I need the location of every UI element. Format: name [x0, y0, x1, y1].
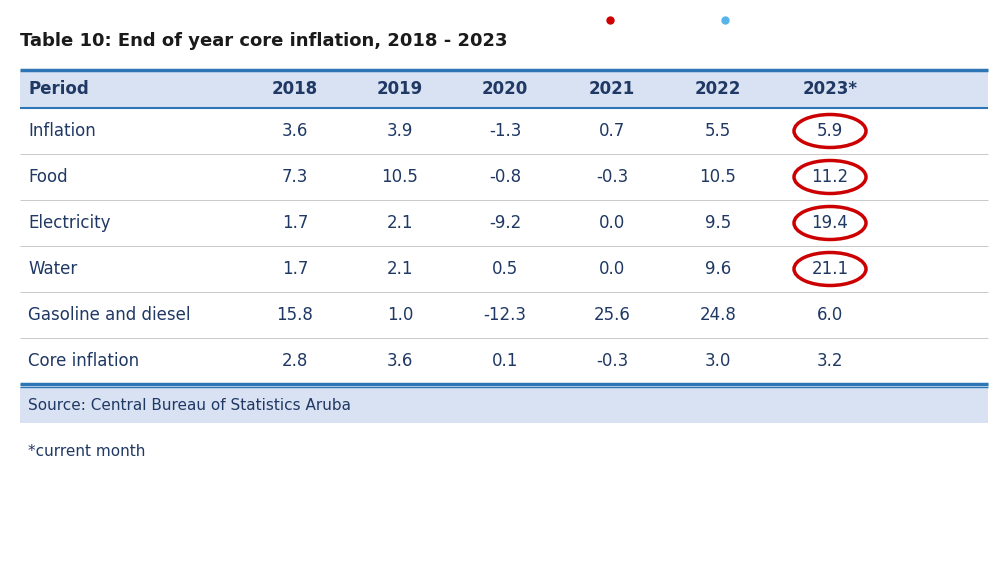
Text: 10.5: 10.5 [382, 168, 418, 186]
Text: 2.1: 2.1 [387, 260, 413, 278]
Text: Inflation: Inflation [28, 122, 96, 140]
FancyBboxPatch shape [20, 70, 988, 108]
Text: 0.5: 0.5 [492, 260, 518, 278]
Text: 21.1: 21.1 [811, 260, 849, 278]
Text: 1.7: 1.7 [282, 260, 308, 278]
Text: 0.0: 0.0 [599, 214, 625, 232]
Text: 0.0: 0.0 [599, 260, 625, 278]
Text: 9.6: 9.6 [705, 260, 731, 278]
Text: 3.9: 3.9 [387, 122, 413, 140]
Text: Food: Food [28, 168, 68, 186]
Text: 1.0: 1.0 [387, 306, 413, 324]
Text: Core inflation: Core inflation [28, 352, 139, 370]
Text: Period: Period [28, 80, 89, 98]
Text: 2023*: 2023* [802, 80, 858, 98]
Text: 5.5: 5.5 [705, 122, 731, 140]
Text: 2021: 2021 [589, 80, 635, 98]
Text: 3.6: 3.6 [387, 352, 413, 370]
Text: 25.6: 25.6 [594, 306, 630, 324]
Text: 11.2: 11.2 [811, 168, 849, 186]
Text: 2.1: 2.1 [387, 214, 413, 232]
Text: *current month: *current month [28, 443, 145, 458]
Text: Gasoline and diesel: Gasoline and diesel [28, 306, 191, 324]
Text: 6.0: 6.0 [816, 306, 843, 324]
Text: 3.0: 3.0 [705, 352, 731, 370]
Text: 2.8: 2.8 [282, 352, 308, 370]
Text: 10.5: 10.5 [700, 168, 737, 186]
Text: Table 10: End of year core inflation, 2018 - 2023: Table 10: End of year core inflation, 20… [20, 32, 507, 50]
Text: 3.6: 3.6 [282, 122, 308, 140]
Text: -12.3: -12.3 [484, 306, 526, 324]
FancyBboxPatch shape [20, 387, 988, 423]
Text: 0.7: 0.7 [599, 122, 625, 140]
Text: 19.4: 19.4 [811, 214, 849, 232]
Text: 15.8: 15.8 [276, 306, 313, 324]
Text: -0.8: -0.8 [489, 168, 521, 186]
Text: 7.3: 7.3 [282, 168, 308, 186]
Text: 2022: 2022 [695, 80, 741, 98]
Text: -1.3: -1.3 [489, 122, 521, 140]
Text: 24.8: 24.8 [700, 306, 737, 324]
Text: 2020: 2020 [482, 80, 528, 98]
Text: Water: Water [28, 260, 78, 278]
Text: Source: Central Bureau of Statistics Aruba: Source: Central Bureau of Statistics Aru… [28, 398, 351, 413]
Text: 0.1: 0.1 [492, 352, 518, 370]
Text: 1.7: 1.7 [282, 214, 308, 232]
Text: 5.9: 5.9 [816, 122, 843, 140]
Text: -9.2: -9.2 [489, 214, 521, 232]
Text: -0.3: -0.3 [596, 168, 628, 186]
Text: -0.3: -0.3 [596, 352, 628, 370]
Text: 2019: 2019 [377, 80, 423, 98]
Text: 3.2: 3.2 [816, 352, 844, 370]
Text: 9.5: 9.5 [705, 214, 731, 232]
Text: Electricity: Electricity [28, 214, 111, 232]
Text: 2018: 2018 [272, 80, 319, 98]
